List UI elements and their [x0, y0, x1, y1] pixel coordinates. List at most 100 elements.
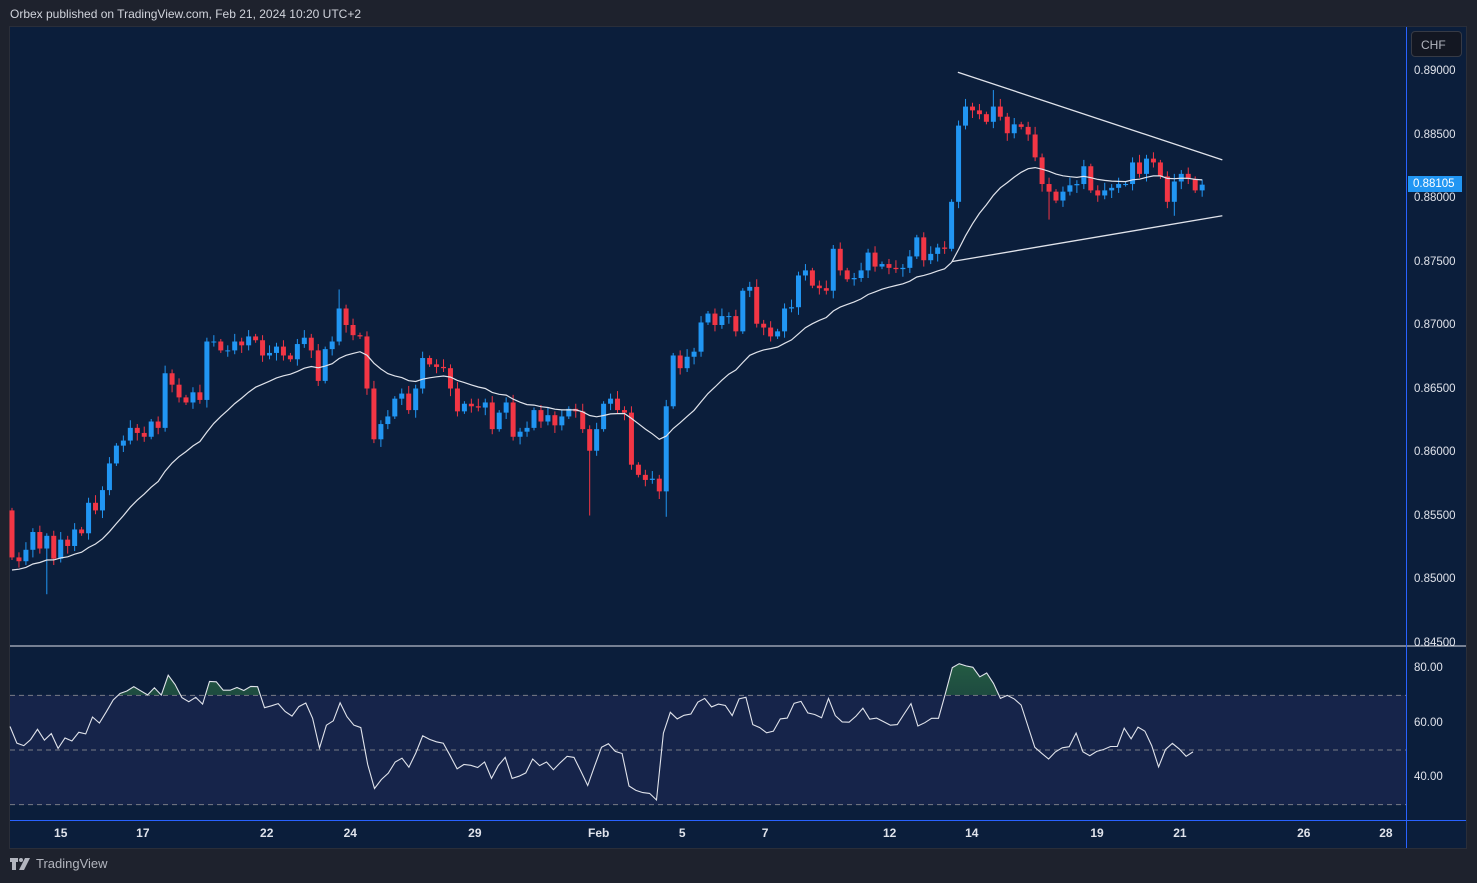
candle-body — [183, 397, 189, 403]
candle-body — [823, 288, 829, 291]
candle-body — [232, 341, 238, 351]
candle — [385, 410, 391, 430]
candle-body — [329, 341, 335, 350]
candle-body — [155, 421, 161, 428]
candle-body — [322, 349, 328, 381]
candle-body — [524, 427, 530, 432]
candle-body — [169, 373, 175, 385]
candle — [663, 399, 669, 517]
candle-body — [399, 393, 405, 399]
candle — [1011, 117, 1017, 139]
currency-button[interactable]: CHF — [1411, 31, 1462, 57]
candle — [628, 406, 634, 470]
candle — [413, 384, 419, 418]
candle — [322, 346, 328, 384]
candle-body — [900, 267, 906, 270]
candle — [169, 369, 175, 393]
candle-body — [308, 337, 314, 351]
price-tick-label: 0.86000 — [1414, 446, 1456, 458]
time-tick-label: 7 — [761, 826, 769, 840]
candle-body — [754, 286, 760, 324]
candle-body — [1095, 190, 1101, 196]
candle-body — [566, 408, 572, 417]
candle-body — [712, 313, 718, 325]
candle — [851, 272, 857, 286]
time-tick-label: 28 — [1379, 826, 1393, 840]
candle — [72, 523, 78, 552]
candle-body — [176, 384, 182, 398]
candle-body — [872, 252, 878, 267]
candle-body — [531, 410, 537, 428]
candle-body — [1032, 134, 1038, 158]
candle-body — [1185, 173, 1191, 179]
candle — [823, 280, 829, 295]
candle-body — [99, 490, 105, 511]
candle — [441, 359, 447, 372]
candle — [976, 104, 982, 120]
candle-body — [1150, 158, 1156, 163]
price-tick-label: 0.87000 — [1414, 319, 1456, 331]
candle — [378, 420, 384, 447]
candle-body — [782, 308, 788, 332]
candle — [190, 387, 196, 409]
candle — [454, 382, 460, 417]
candle — [914, 234, 920, 259]
candle-body — [1130, 162, 1136, 185]
candle — [635, 462, 641, 478]
candle — [406, 385, 412, 414]
candle-body — [204, 341, 210, 400]
candle — [830, 244, 836, 299]
candle — [900, 264, 906, 277]
candle — [1199, 179, 1205, 197]
candle-body — [253, 336, 259, 341]
candle-body — [496, 412, 502, 430]
candle-body — [698, 322, 704, 352]
candle-body — [260, 340, 266, 356]
candle-body — [956, 125, 962, 202]
candle-body — [1074, 184, 1080, 186]
candle-body — [761, 323, 767, 328]
candle-body — [670, 355, 676, 407]
candle-body — [392, 398, 398, 417]
candle-body — [628, 412, 634, 465]
tradingview-logo[interactable]: TradingView — [10, 856, 108, 871]
candle — [294, 338, 300, 366]
candle — [308, 333, 314, 359]
candle-body — [816, 285, 822, 289]
candle-body — [1123, 184, 1129, 186]
candle — [983, 111, 989, 125]
candle — [65, 535, 71, 554]
candle — [287, 352, 293, 362]
candle-body — [775, 331, 781, 337]
candle — [1060, 186, 1066, 207]
candle — [197, 384, 203, 404]
candle-body — [768, 327, 774, 337]
candle-body — [552, 415, 558, 426]
candle — [329, 336, 335, 356]
candle — [601, 401, 607, 432]
time-tick-label: 22 — [260, 826, 274, 840]
candle — [30, 528, 36, 558]
candle-body — [747, 286, 753, 291]
candle — [524, 421, 530, 437]
candle — [649, 471, 655, 484]
candle-body — [1102, 190, 1108, 196]
candle-body — [16, 557, 22, 562]
candle — [844, 267, 850, 282]
candle — [886, 258, 892, 275]
candle-body — [844, 270, 850, 280]
candle — [93, 495, 99, 515]
candle — [726, 312, 732, 324]
candle — [789, 299, 795, 313]
candle — [782, 303, 788, 338]
candle — [1046, 177, 1052, 220]
candle — [336, 289, 342, 346]
candle — [538, 405, 544, 428]
candle-body — [594, 429, 600, 451]
candle — [273, 342, 279, 361]
candle-body — [907, 256, 913, 268]
price-tick-label: 0.84500 — [1414, 636, 1456, 649]
candle-body — [197, 392, 203, 400]
candle — [148, 418, 154, 440]
